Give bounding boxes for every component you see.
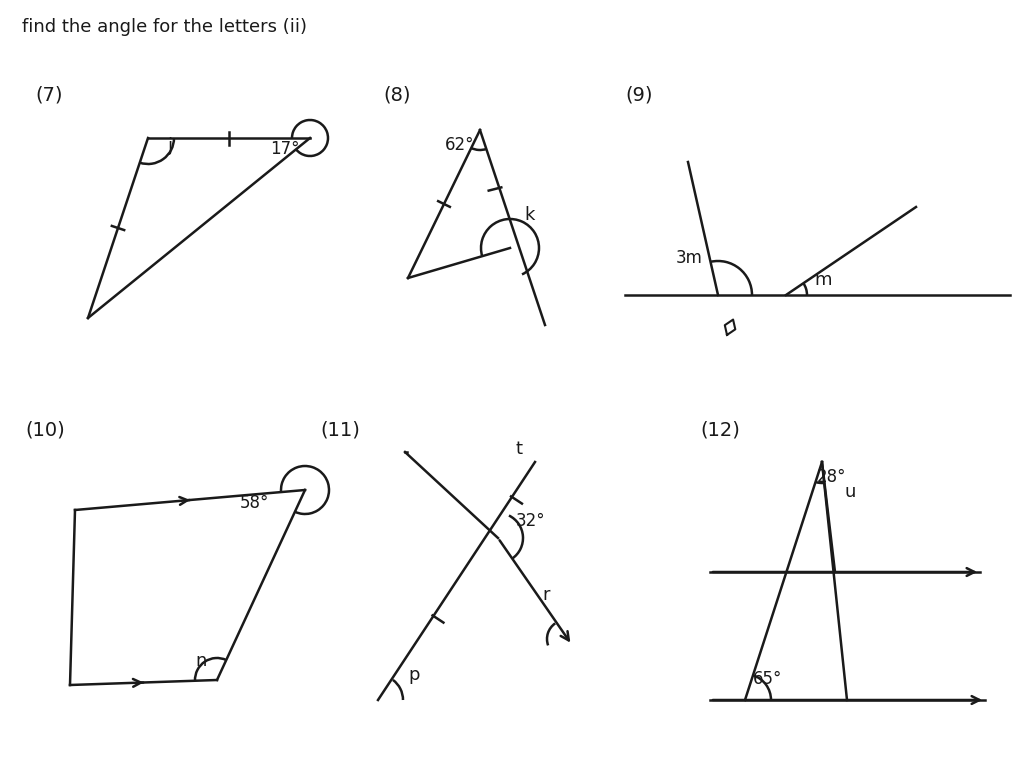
Text: 28°: 28°	[817, 468, 847, 486]
Text: (9): (9)	[625, 85, 652, 104]
Text: u: u	[844, 483, 855, 501]
Text: (7): (7)	[35, 85, 62, 104]
Text: j: j	[168, 137, 173, 155]
Text: 17°: 17°	[270, 140, 299, 158]
Text: r: r	[542, 586, 550, 604]
Text: m: m	[814, 271, 831, 289]
Text: 65°: 65°	[753, 670, 782, 688]
Text: 62°: 62°	[445, 136, 474, 154]
Text: 32°: 32°	[516, 512, 546, 530]
Text: (12): (12)	[700, 420, 740, 439]
Text: (8): (8)	[383, 85, 411, 104]
Text: 3m: 3m	[676, 249, 702, 267]
Text: (10): (10)	[25, 420, 65, 439]
Text: n: n	[195, 652, 207, 670]
Text: 58°: 58°	[240, 494, 269, 512]
Text: p: p	[408, 666, 420, 684]
Text: k: k	[524, 206, 535, 224]
Text: find the angle for the letters (ii): find the angle for the letters (ii)	[22, 18, 307, 36]
Text: t: t	[515, 440, 522, 458]
Text: (11): (11)	[319, 420, 359, 439]
